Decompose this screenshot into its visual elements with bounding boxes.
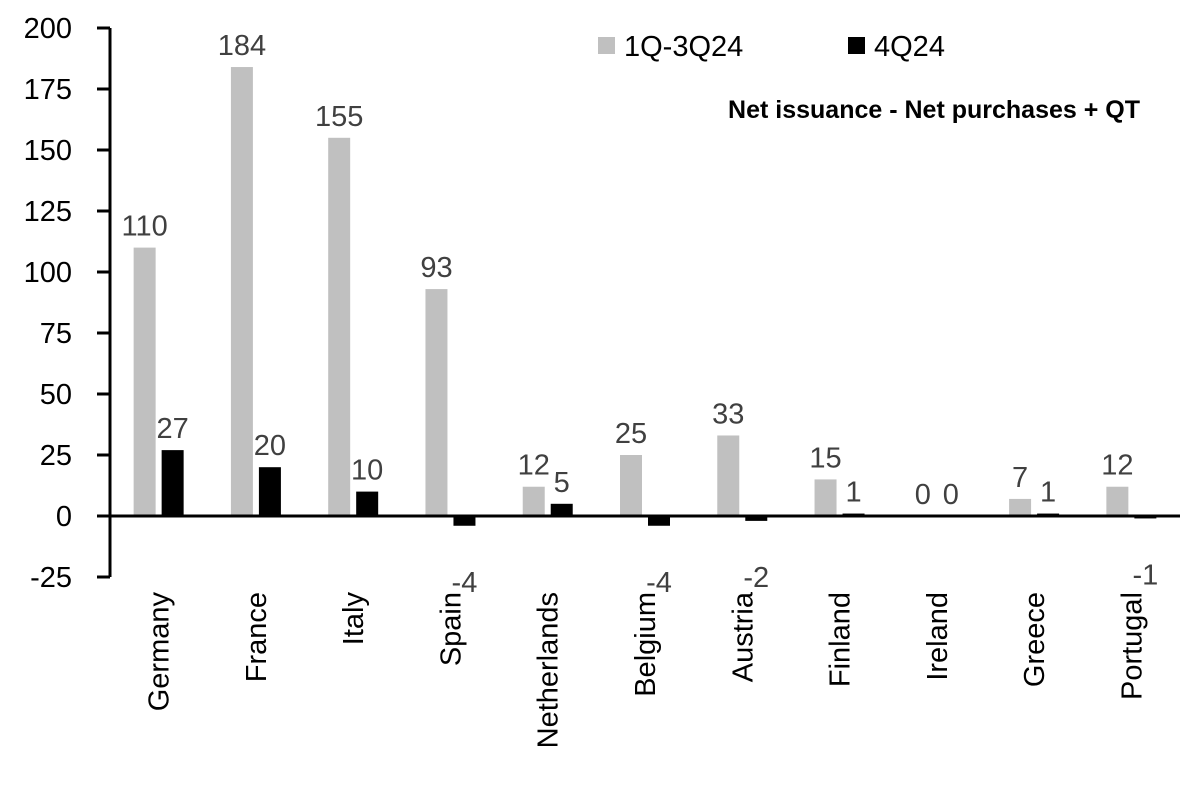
data-label-ireland-4q24: 0 bbox=[943, 479, 959, 511]
category-label-finland: Finland bbox=[825, 592, 857, 687]
legend: 1Q-3Q24 4Q24 bbox=[598, 31, 945, 63]
data-label-spain-1q-3q24: 93 bbox=[420, 252, 452, 284]
y-tick-label: 100 bbox=[24, 257, 72, 289]
data-label-belgium-4q24: -4 bbox=[646, 567, 672, 599]
bars-group bbox=[133, 67, 1157, 526]
category-label-germany: Germany bbox=[144, 592, 176, 712]
category-label-spain: Spain bbox=[435, 592, 467, 666]
bar-austria-1q-3q24 bbox=[717, 435, 740, 516]
bar-austria-4q24 bbox=[745, 516, 768, 521]
legend-label-4q24: 4Q24 bbox=[874, 31, 945, 63]
data-label-finland-1q-3q24: 15 bbox=[809, 442, 841, 474]
bar-spain-4q24 bbox=[453, 516, 476, 526]
bar-belgium-1q-3q24 bbox=[620, 455, 642, 516]
data-label-germany-1q-3q24: 110 bbox=[122, 211, 168, 243]
data-label-austria-4q24: -2 bbox=[743, 562, 769, 594]
data-label-portugal-4q24: -1 bbox=[1132, 559, 1158, 591]
data-label-netherlands-1q-3q24: 12 bbox=[518, 450, 550, 482]
bar-germany-1q-3q24 bbox=[133, 247, 156, 516]
bar-belgium-4q24 bbox=[648, 516, 670, 526]
data-label-greece-4q24: 1 bbox=[1040, 477, 1056, 509]
data-label-belgium-1q-3q24: 25 bbox=[615, 418, 647, 450]
bar-france-4q24 bbox=[258, 467, 281, 516]
data-label-austria-1q-3q24: 33 bbox=[712, 398, 744, 430]
bar-spain-1q-3q24 bbox=[425, 289, 448, 516]
category-label-ireland: Ireland bbox=[922, 592, 954, 681]
bar-france-1q-3q24 bbox=[230, 67, 253, 516]
category-label-belgium: Belgium bbox=[630, 592, 662, 697]
axes-group: Germany France Italy Spain Netherlands Belgiu… bbox=[24, 13, 1180, 748]
bar-netherlands-1q-3q24 bbox=[522, 486, 545, 516]
bar-finland-1q-3q24 bbox=[814, 479, 837, 516]
y-tick-label: 75 bbox=[40, 318, 72, 350]
category-label-portugal: Portugal bbox=[1116, 592, 1148, 700]
bar-netherlands-4q24 bbox=[550, 503, 573, 516]
data-label-france-4q24: 20 bbox=[254, 430, 286, 462]
y-tick-label: 150 bbox=[24, 135, 72, 167]
data-label-italy-1q-3q24: 155 bbox=[315, 101, 363, 133]
y-tick-label: 125 bbox=[24, 196, 72, 228]
data-label-italy-4q24: 10 bbox=[351, 455, 383, 487]
category-label-france: France bbox=[241, 592, 273, 682]
data-label-ireland-1q-3q24: 0 bbox=[915, 479, 931, 511]
category-label-greece: Greece bbox=[1019, 592, 1051, 687]
legend-swatch-1q-3q24 bbox=[598, 37, 615, 54]
data-label-netherlands-4q24: 5 bbox=[554, 467, 570, 499]
category-label-netherlands: Netherlands bbox=[533, 592, 565, 748]
y-tick-label: 25 bbox=[40, 440, 72, 472]
bar-italy-1q-3q24 bbox=[328, 137, 351, 517]
y-tick-label: 175 bbox=[24, 74, 72, 106]
y-tick-label: 0 bbox=[56, 501, 72, 533]
bar-greece-1q-3q24 bbox=[1009, 498, 1032, 516]
data-label-france-1q-3q24: 184 bbox=[218, 30, 266, 62]
category-label-austria: Austria bbox=[727, 591, 759, 682]
data-label-spain-4q24: -4 bbox=[452, 567, 478, 599]
data-label-portugal-1q-3q24: 12 bbox=[1101, 450, 1133, 482]
legend-swatch-4q24 bbox=[848, 37, 865, 54]
bar-portugal-1q-3q24 bbox=[1106, 486, 1129, 516]
legend-label-1q-3q24: 1Q-3Q24 bbox=[624, 31, 743, 63]
data-label-finland-4q24: 1 bbox=[845, 477, 861, 509]
chart-title: Net issuance - Net purchases + QT bbox=[728, 96, 1140, 124]
bar-germany-4q24 bbox=[161, 450, 184, 516]
y-tick-label: -25 bbox=[30, 562, 72, 594]
category-label-italy: Italy bbox=[338, 592, 370, 646]
data-label-greece-1q-3q24: 7 bbox=[1012, 462, 1028, 494]
y-tick-label: 200 bbox=[24, 13, 72, 45]
data-label-germany-4q24: 27 bbox=[157, 413, 189, 445]
bar-italy-4q24 bbox=[356, 491, 379, 516]
y-tick-label: 50 bbox=[40, 379, 72, 411]
